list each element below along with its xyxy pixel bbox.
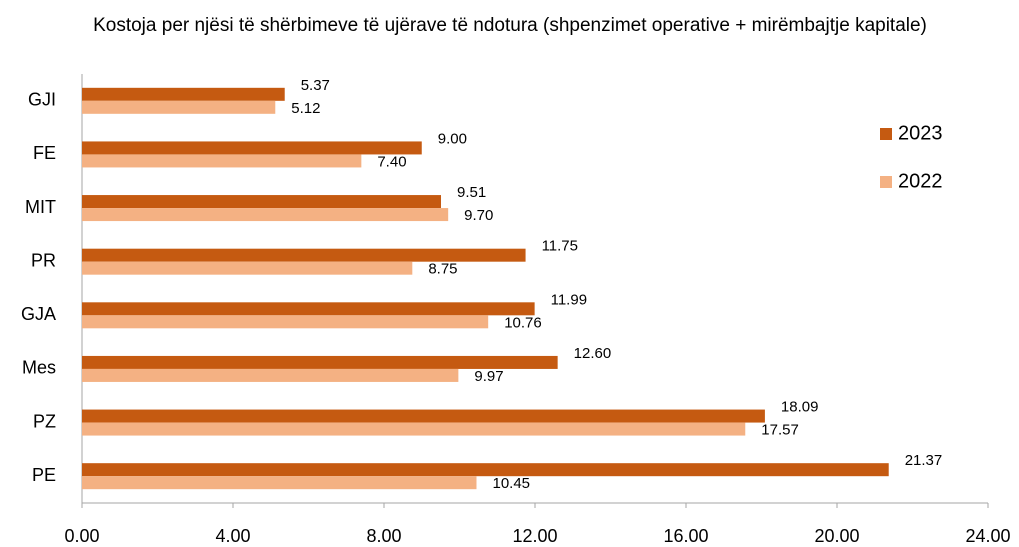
data-label: 17.57 bbox=[761, 422, 799, 439]
y-tick-label: FE bbox=[33, 143, 56, 163]
data-label: 12.60 bbox=[574, 345, 612, 362]
data-label: 9.51 bbox=[457, 184, 486, 201]
data-label: 10.45 bbox=[492, 475, 530, 492]
x-tick-label: 12.00 bbox=[512, 526, 557, 546]
y-tick-label: PZ bbox=[33, 411, 56, 431]
x-tick-label: 8.00 bbox=[366, 526, 401, 546]
bar bbox=[82, 355, 558, 369]
data-label: 11.75 bbox=[542, 238, 578, 255]
bar bbox=[82, 87, 285, 101]
chart-title: Kostoja per njësi të shërbimeve të ujëra… bbox=[93, 15, 927, 36]
x-tick-label: 16.00 bbox=[663, 526, 708, 546]
bar bbox=[82, 476, 477, 490]
data-label: 5.12 bbox=[291, 100, 320, 117]
x-tick-label: 0.00 bbox=[64, 526, 99, 546]
bar bbox=[82, 422, 746, 436]
legend-swatch bbox=[880, 128, 892, 140]
legend-label: 2022 bbox=[898, 170, 943, 192]
data-label: 10.76 bbox=[504, 314, 542, 331]
bar bbox=[82, 463, 889, 477]
bar bbox=[82, 261, 413, 275]
bar bbox=[82, 100, 276, 114]
bar bbox=[82, 368, 459, 382]
data-label: 18.09 bbox=[781, 399, 819, 416]
bar bbox=[82, 208, 449, 222]
y-tick-label: MIT bbox=[25, 197, 56, 217]
bar bbox=[82, 154, 362, 168]
bar bbox=[82, 409, 765, 423]
y-tick-label: PE bbox=[32, 465, 56, 485]
y-tick-label: GJA bbox=[21, 304, 56, 324]
data-label: 8.75 bbox=[428, 261, 457, 278]
y-tick-label: Mes bbox=[22, 358, 56, 378]
x-tick-label: 4.00 bbox=[215, 526, 250, 546]
data-label: 9.00 bbox=[438, 130, 467, 147]
bar bbox=[82, 248, 526, 262]
legend-swatch bbox=[880, 176, 892, 188]
data-label: 9.97 bbox=[474, 368, 503, 385]
data-label: 21.37 bbox=[905, 452, 943, 469]
bar bbox=[82, 315, 489, 329]
bar bbox=[82, 195, 442, 209]
data-label: 5.37 bbox=[301, 77, 330, 94]
bar bbox=[82, 141, 422, 155]
data-label: 11.99 bbox=[551, 291, 587, 308]
data-label: 9.70 bbox=[464, 207, 493, 224]
x-tick-label: 24.00 bbox=[965, 526, 1010, 546]
bar bbox=[82, 302, 535, 316]
legend-label: 2023 bbox=[898, 122, 943, 144]
y-tick-label: GJI bbox=[28, 90, 56, 110]
x-tick-label: 20.00 bbox=[814, 526, 859, 546]
y-tick-label: PR bbox=[31, 250, 56, 270]
data-label: 7.40 bbox=[377, 153, 406, 170]
